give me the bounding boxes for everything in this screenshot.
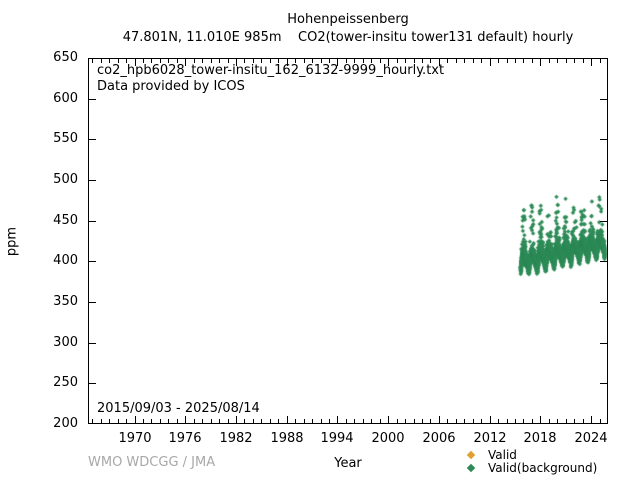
legend-label-valid: Valid <box>488 448 517 462</box>
annotation-date-range: 2015/09/03 - 2025/08/14 <box>97 401 260 416</box>
legend-label-valid-background: Valid(background) <box>488 461 598 475</box>
y-axis-title: ppm <box>4 226 20 257</box>
credit-text: WMO WDCGG / JMA <box>88 455 216 470</box>
page-subtitle: 47.801N, 11.010E 985m CO2(tower-insitu t… <box>122 30 574 45</box>
scatter-canvas <box>88 58 608 424</box>
page-title: Hohenpeissenberg <box>287 12 409 27</box>
annotation-provider: Data provided by ICOS <box>97 79 245 94</box>
annotation-filename: co2_hpb6028_tower-insitu_162_6132-9999_h… <box>97 63 445 78</box>
x-axis-title: Year <box>334 456 362 471</box>
